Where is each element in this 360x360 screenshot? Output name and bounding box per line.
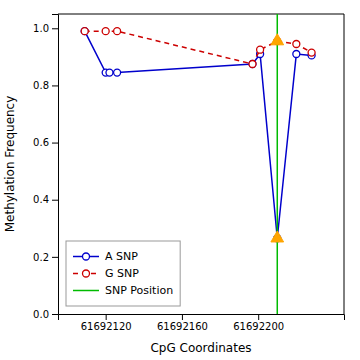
point [102, 28, 109, 35]
plot-area: 61692120 61692160 61692200 0.0 0.2 0.4 0.6 0.8 1… [33, 14, 344, 332]
point [114, 69, 121, 76]
tick-mark [52, 314, 58, 315]
tick-mark [52, 257, 58, 258]
legend-item: G SNP [73, 267, 139, 280]
point [114, 28, 121, 35]
tick: 0.2 [33, 252, 58, 263]
frame [344, 14, 345, 314]
snp-marker [271, 231, 284, 242]
tick: 0.8 [33, 80, 58, 91]
legend-swatch [73, 290, 99, 292]
tick-label: 0.6 [33, 137, 49, 148]
tick-label: 0.2 [33, 252, 49, 263]
legend-marker [83, 253, 90, 260]
point [257, 46, 264, 53]
tick-label: 61692200 [233, 321, 284, 332]
y-axis: 0.0 0.2 0.4 0.6 0.8 1.0 [33, 15, 58, 320]
tick-label: 0.4 [33, 194, 49, 205]
point [293, 41, 300, 48]
x-axis: 61692120 61692160 61692200 [59, 314, 345, 332]
tick: 61692120 [81, 314, 132, 332]
tick-mark [52, 85, 58, 86]
tick-label: 1.0 [33, 23, 49, 34]
tick-mark [52, 28, 58, 29]
tick-label: 61692160 [157, 321, 208, 332]
tick: 61692200 [233, 314, 284, 332]
tick-mark [106, 314, 107, 320]
axis-line [59, 315, 345, 321]
tick-label: 0.8 [33, 80, 49, 91]
point [308, 49, 315, 56]
tick-mark [52, 143, 58, 144]
tick-mark [182, 314, 183, 320]
legend-item: SNP Position [73, 284, 173, 297]
tick-mark [52, 200, 58, 201]
tick: 61692160 [157, 314, 208, 332]
legend-marker [83, 270, 90, 277]
point [106, 69, 113, 76]
legend-box [66, 241, 180, 306]
tick: 0.0 [33, 309, 58, 320]
legend-label: SNP Position [105, 284, 173, 297]
frame [58, 14, 344, 15]
legend-label: G SNP [105, 267, 139, 280]
point [81, 28, 88, 35]
x-axis-title: CpG Coordinates [150, 341, 251, 355]
tick: 1.0 [33, 23, 58, 34]
marks [81, 14, 315, 314]
snp-line [277, 14, 279, 314]
point [249, 61, 256, 68]
snp-marker [271, 34, 284, 45]
axis-line [52, 15, 59, 315]
tick-mark [258, 314, 259, 320]
legend: A SNP G SNP SNP Position [66, 241, 180, 306]
tick-label: 61692120 [81, 321, 132, 332]
point [293, 51, 300, 58]
legend-item: A SNP [73, 250, 138, 263]
tick: 0.4 [33, 194, 58, 205]
point [81, 28, 88, 35]
legend-label: A SNP [105, 250, 138, 263]
tick: 0.6 [33, 137, 58, 148]
chart: 61692120 61692160 61692200 0.0 0.2 0.4 0.6 0.8 1… [0, 0, 360, 360]
point [249, 61, 256, 68]
y-axis-title: Methylation Frequency [3, 96, 17, 233]
tick-label: 0.0 [33, 309, 49, 320]
